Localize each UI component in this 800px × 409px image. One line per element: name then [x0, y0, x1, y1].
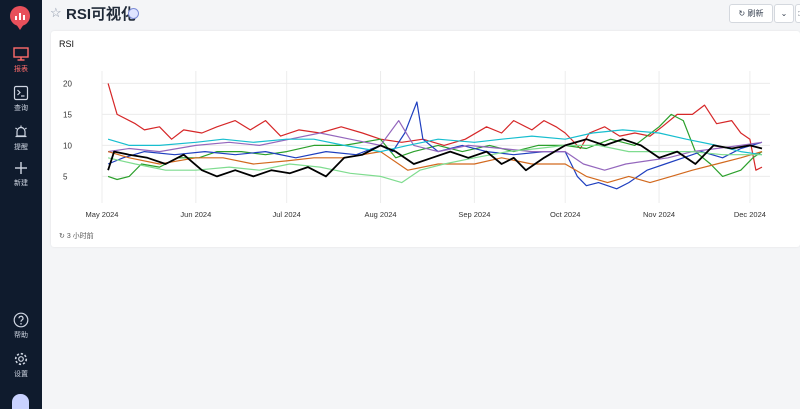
sidebar: 报表 查询 提醒 新建 帮助 设置 [0, 0, 42, 409]
logo-icon[interactable] [10, 6, 30, 30]
series-line-5[interactable] [107, 129, 763, 156]
series-line-2[interactable] [107, 101, 763, 190]
x-tick-label: Jul 2024 [272, 210, 300, 219]
x-tick-label: Jun 2024 [180, 210, 211, 219]
series-line-7[interactable] [107, 138, 763, 178]
x-tick-label: Sep 2024 [458, 210, 490, 219]
bell-icon [15, 125, 27, 138]
x-tick-label: Aug 2024 [364, 210, 396, 219]
sidebar-item-alerts[interactable]: 提醒 [0, 124, 42, 152]
y-tick-label: 10 [63, 141, 72, 150]
series-line-3[interactable] [108, 119, 763, 171]
series-line-4[interactable] [107, 150, 763, 184]
rsi-line-chart: 5 10 15 20 May 2024 Jun 2024 Jul 2024 Aug 2024 S… [63, 71, 770, 219]
sidebar-item-query[interactable]: 查询 [0, 85, 42, 113]
favorite-star-icon[interactable]: ☆ [50, 5, 62, 20]
last-updated-text: 3 小时前 [66, 233, 94, 240]
sidebar-item-label: 报表 [14, 66, 28, 73]
refresh-button[interactable]: ↻ 刷新 [729, 4, 773, 23]
x-tick-label: Oct 2024 [550, 210, 580, 219]
refresh-options-dropdown[interactable]: ⌄ [774, 4, 794, 23]
x-tick-label: Dec 2024 [734, 210, 766, 219]
sidebar-item-settings[interactable]: 设置 [0, 351, 42, 379]
page-header: ☆ RSI可视化 ↻ 刷新 ⌄ ⛶ [42, 0, 800, 26]
chart-panel: RSI 5 10 15 20 May 2024 Jun 2024 Jul 2024 Aug 2… [51, 31, 800, 247]
certified-badge-icon [128, 8, 139, 19]
sidebar-item-new[interactable]: 新建 [0, 160, 42, 188]
sidebar-item-label: 新建 [14, 180, 28, 187]
chart-title: RSI [59, 39, 75, 49]
chevron-down-icon: ⌄ [780, 9, 788, 18]
last-updated: ↻ 3 小时前 [59, 231, 94, 241]
x-tick-label: Nov 2024 [643, 210, 675, 219]
sidebar-item-help[interactable]: 帮助 [0, 312, 42, 340]
x-tick-label: May 2024 [86, 210, 119, 219]
gear-icon [14, 352, 28, 366]
series-line-6[interactable] [107, 144, 762, 184]
terminal-icon [13, 85, 29, 101]
sidebar-item-label: 帮助 [14, 332, 28, 339]
sidebar-item-label: 设置 [14, 371, 28, 378]
help-icon [13, 312, 29, 328]
refresh-icon: ↻ [738, 9, 746, 18]
series-line-0[interactable] [107, 83, 763, 171]
user-avatar[interactable] [12, 394, 29, 409]
y-tick-label: 15 [63, 110, 72, 119]
sidebar-item-reports[interactable]: 报表 [0, 46, 42, 74]
monitor-icon [13, 47, 29, 61]
plus-icon [15, 162, 27, 174]
fullscreen-button[interactable]: ⛶ [795, 4, 800, 23]
page-title: RSI可视化 [66, 6, 137, 23]
refresh-small-icon: ↻ [59, 233, 65, 240]
sidebar-item-label: 提醒 [14, 144, 28, 151]
refresh-button-label: 刷新 [747, 9, 764, 18]
y-tick-label: 5 [63, 172, 68, 181]
y-tick-label: 20 [63, 79, 72, 88]
fullscreen-icon: ⛶ [799, 11, 800, 18]
sidebar-item-label: 查询 [14, 105, 28, 112]
